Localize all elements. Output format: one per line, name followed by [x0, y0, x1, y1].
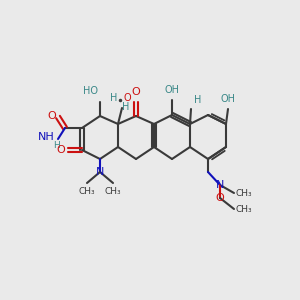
- Text: CH₃: CH₃: [236, 205, 253, 214]
- Text: CH₃: CH₃: [79, 187, 95, 196]
- Text: OH: OH: [220, 94, 236, 104]
- Text: CH₃: CH₃: [105, 187, 121, 196]
- Text: NH: NH: [38, 132, 55, 142]
- Text: O: O: [47, 111, 56, 121]
- Text: O: O: [132, 87, 140, 97]
- Text: O: O: [124, 93, 132, 103]
- Text: H: H: [54, 142, 60, 151]
- Text: O: O: [216, 193, 224, 203]
- Text: H: H: [110, 93, 117, 103]
- Text: H: H: [122, 102, 129, 112]
- Text: OH: OH: [164, 85, 179, 95]
- Text: CH₃: CH₃: [236, 188, 253, 197]
- Text: N: N: [216, 180, 224, 190]
- Text: HO: HO: [83, 86, 98, 96]
- Text: O: O: [56, 145, 65, 155]
- Text: N: N: [96, 167, 104, 177]
- Text: H: H: [194, 95, 201, 105]
